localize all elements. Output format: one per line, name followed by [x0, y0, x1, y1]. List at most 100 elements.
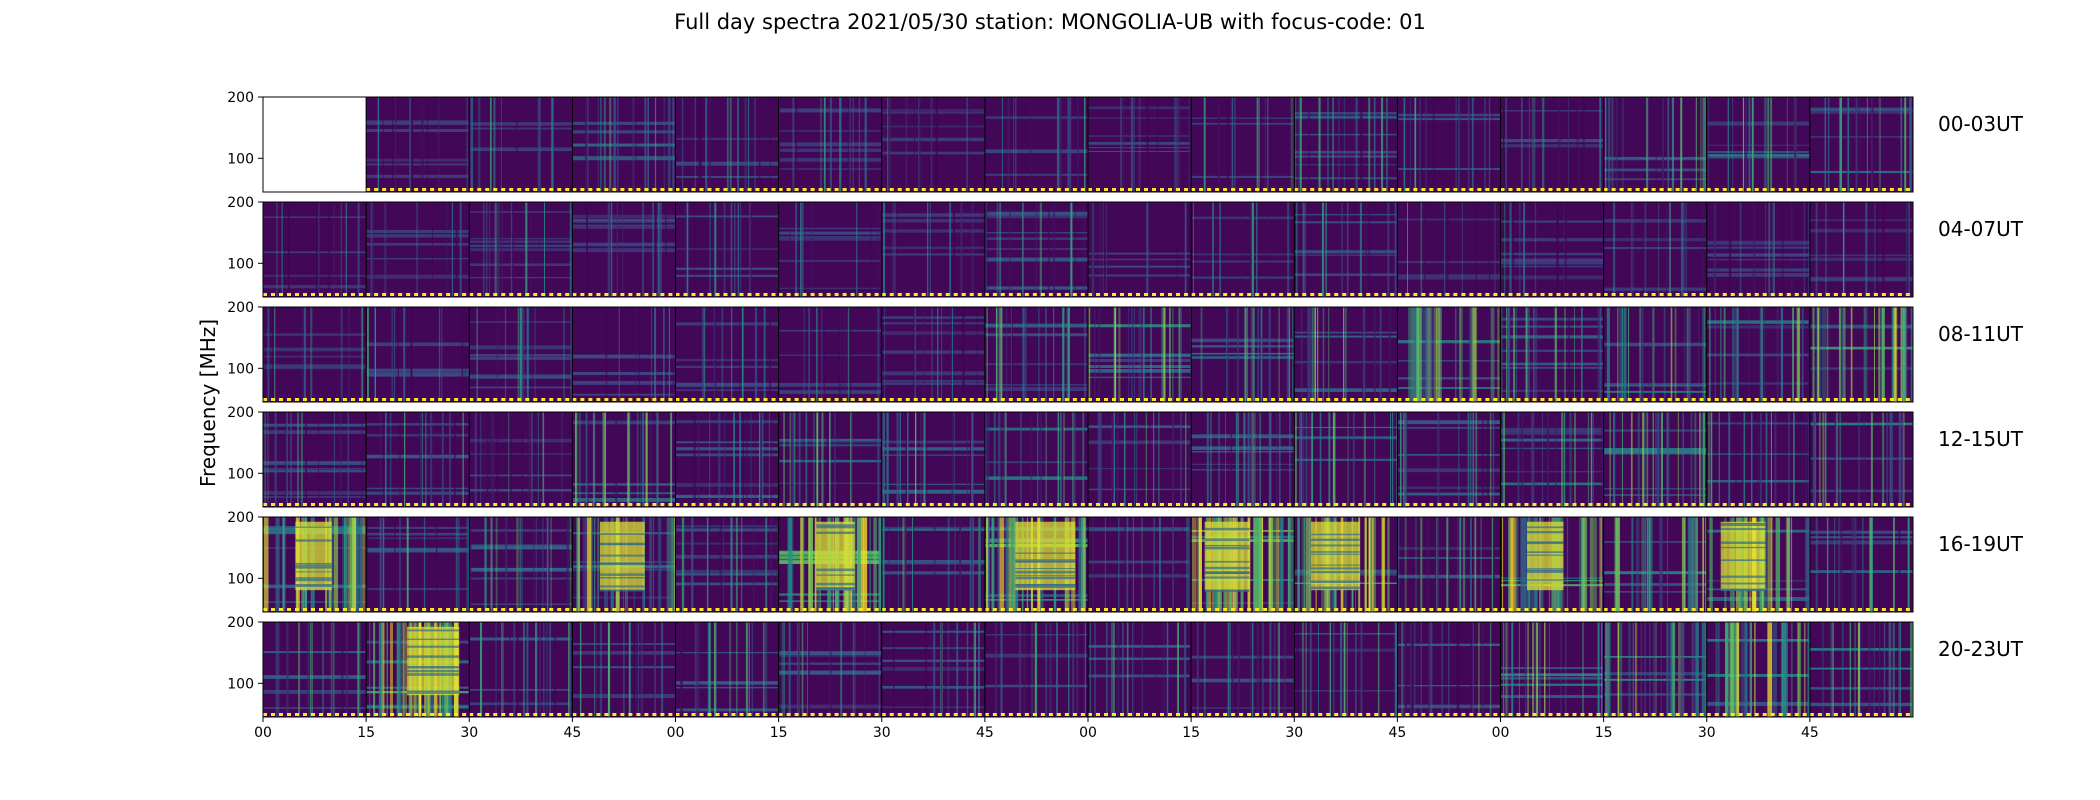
row-frame [262, 201, 1914, 298]
spectrogram-cell [1500, 412, 1604, 507]
y-tick-label: 100 [227, 151, 254, 167]
spectrogram-cell [1191, 622, 1295, 717]
spectrogram-cell [469, 622, 573, 717]
spectrogram-cell [263, 517, 367, 612]
spectrogram-cell [675, 202, 781, 297]
spectrogram-cell [1500, 517, 1604, 612]
y-tick-label: 100 [227, 571, 254, 587]
spectrogram-cell [984, 622, 1088, 717]
spectrogram-cell [1809, 517, 1913, 612]
x-tick-label: 15 [357, 725, 375, 741]
spectrogram-cell [1500, 622, 1604, 717]
spectrogram-cell [263, 412, 367, 507]
y-tick-label: 100 [227, 466, 254, 482]
x-tick-label: 00 [1492, 725, 1510, 741]
row-frame [262, 411, 1914, 508]
spectrogram-cell [469, 202, 573, 297]
spectrogram-cell [675, 622, 779, 717]
spectrogram-cell [572, 517, 678, 612]
spectrogram-cell [366, 412, 470, 507]
spectrogram-cell [1706, 622, 1810, 717]
y-tick-label: 200 [227, 510, 254, 526]
x-tick-label: 45 [1801, 725, 1819, 741]
y-tick-label: 100 [227, 361, 254, 377]
spectrogram-cell [366, 202, 470, 297]
spectrogram-cell [1191, 97, 1296, 192]
spectrogram-cell [1088, 412, 1192, 507]
x-tick-label: 45 [976, 725, 994, 741]
spectrogram-cell [778, 622, 882, 717]
chart-title: Full day spectra 2021/05/30 station: MON… [674, 10, 1426, 34]
spectrogram-cell [469, 307, 573, 402]
row-label: 00-03UT [1938, 112, 2024, 136]
spectrogram-cell [984, 202, 1088, 297]
x-tick-label: 00 [667, 725, 685, 741]
x-tick-label: 30 [873, 725, 891, 741]
spectrogram-cell [881, 412, 985, 507]
spectrogram-cell [1088, 97, 1193, 192]
spectrogram-cell [1294, 202, 1398, 297]
spectrogram-cell [1088, 622, 1192, 717]
spectra-row-12-15UT [263, 412, 1913, 507]
x-tick-label: 30 [1285, 725, 1303, 741]
spectrogram-cell [1397, 97, 1501, 192]
spectrogram-cell [1706, 517, 1813, 612]
spectrogram-cell [778, 517, 883, 612]
y-tick-label: 100 [227, 676, 254, 692]
x-tick-label: 15 [1182, 725, 1200, 741]
spectrogram-cell [675, 517, 779, 612]
spectrogram-cell [1294, 622, 1398, 717]
spectrogram-cell [1706, 202, 1811, 297]
spectrogram-cell [1603, 412, 1707, 507]
spectrogram-cell [263, 622, 367, 717]
row-frame [262, 516, 1914, 613]
spectrogram-cell [881, 517, 985, 612]
spectrogram-cell [1397, 622, 1501, 717]
row-frame [262, 96, 1914, 193]
spectrogram-cell [1191, 307, 1295, 402]
spectrogram-cell [1603, 307, 1707, 402]
spectrogram-cell [1706, 412, 1810, 507]
spectrogram-cell [263, 202, 367, 297]
x-tick-label: 45 [1388, 725, 1406, 741]
spectrogram-cell [1397, 307, 1501, 402]
spectrogram-cell [469, 412, 573, 507]
spectrogram-cell [1603, 97, 1707, 192]
y-tick-label: 200 [227, 195, 254, 211]
spectrogram-cell [1603, 622, 1709, 717]
spectrogram-cell [881, 202, 985, 297]
spectrogram-cell [1500, 307, 1604, 402]
y-tick-label: 200 [227, 615, 254, 631]
spectrogram-cell [572, 622, 676, 717]
spectrogram-cell [881, 622, 986, 717]
spectrogram-cell [1294, 412, 1398, 507]
spectrogram-cell [1191, 412, 1295, 507]
spectrogram-cell [1706, 97, 1810, 192]
spectrogram-cell [1191, 202, 1295, 297]
spectrogram-cell [1809, 622, 1913, 717]
row-frame [262, 306, 1914, 403]
spectrogram-cell [1191, 517, 1295, 612]
spectrogram-cell [366, 97, 470, 192]
spectrogram-cell [469, 97, 574, 192]
spectrogram-cell [1397, 202, 1503, 297]
x-tick-label: 00 [254, 725, 272, 741]
spectrogram-cell [1294, 97, 1398, 192]
spectrogram-cell [881, 307, 985, 402]
spectra-row-20-23UT [263, 622, 1913, 717]
row-label: 20-23UT [1938, 637, 2024, 661]
spectrogram-cell [675, 307, 779, 402]
spectrogram-cell [1294, 517, 1398, 612]
spectrogram-cell [778, 307, 882, 402]
x-tick-label: 15 [770, 725, 788, 741]
x-tick-label: 30 [1698, 725, 1716, 741]
y-tick-label: 200 [227, 300, 254, 316]
spectrogram-cell [1809, 412, 1913, 507]
spectrogram-cell [1397, 517, 1501, 612]
x-tick-label: 00 [1079, 725, 1097, 741]
row-label: 08-11UT [1938, 322, 2024, 346]
spectrogram-cell [1809, 307, 1913, 402]
spectrogram-cell [572, 202, 676, 297]
